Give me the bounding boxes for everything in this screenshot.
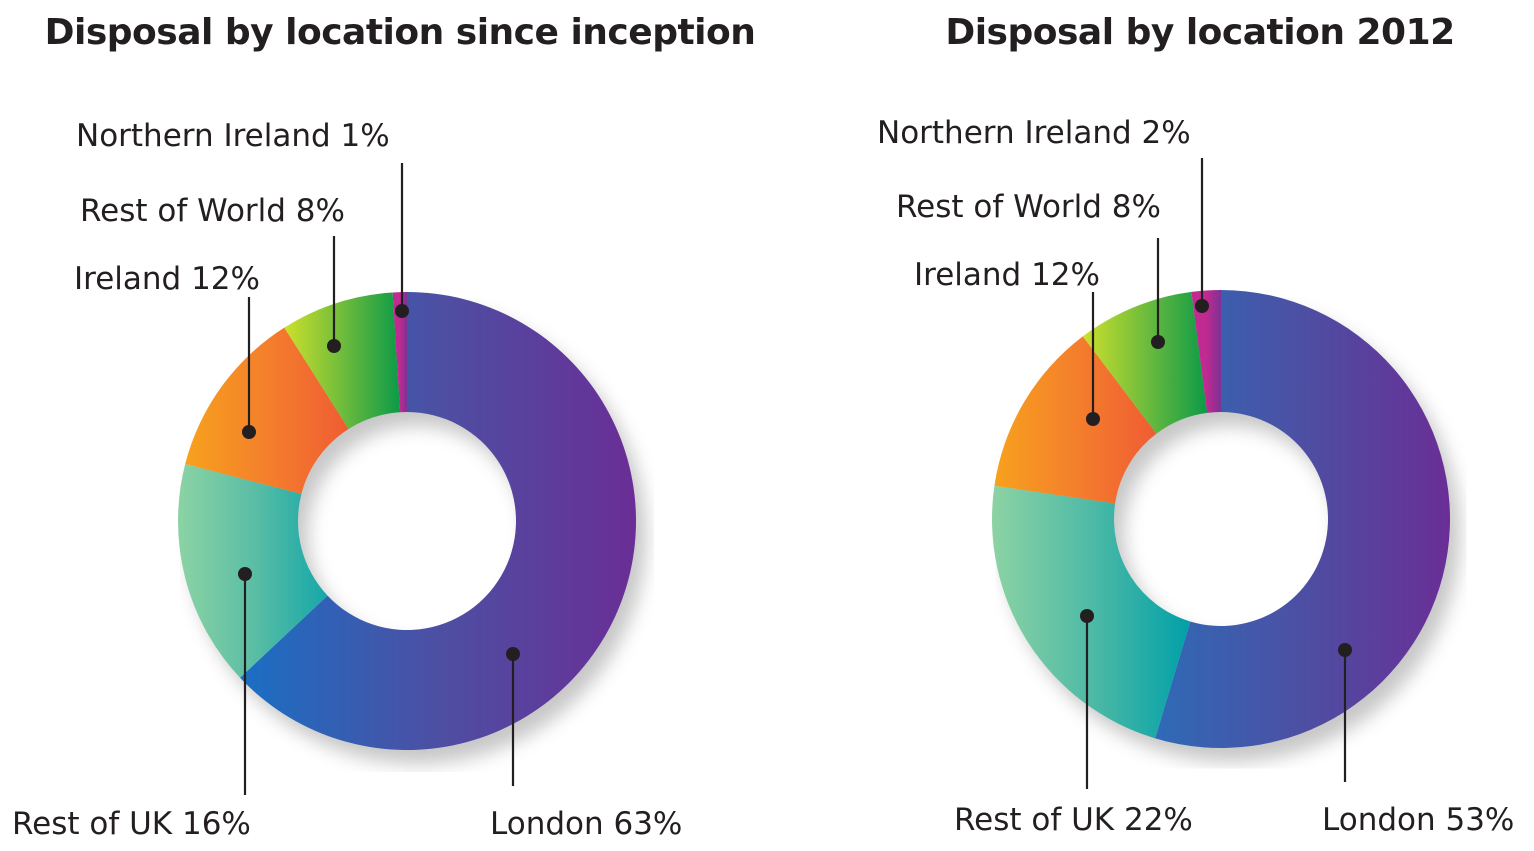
slice-ireland [994, 336, 1157, 504]
slice-rest-of-uk [178, 464, 328, 678]
slice-label-london: London 53% [1322, 802, 1514, 838]
label-dot-ireland [1086, 412, 1100, 426]
label-dot-ireland [242, 425, 256, 439]
slice-northern-ireland [392, 292, 407, 413]
slice-label-northern-ireland: Northern Ireland 2% [877, 115, 1191, 151]
slice-ireland [185, 327, 349, 494]
slice-label-london: London 63% [490, 806, 682, 842]
donut-chart-2012: London 53% Rest of UK 22% Ireland 12% Rest … [877, 115, 1514, 838]
chart-title-2012: Disposal by location 2012 [945, 12, 1455, 53]
slice-rest-of-world [284, 292, 401, 429]
donut-chart-inception: London 63% Rest of UK 16% Ireland 12% Rest … [12, 118, 682, 842]
slice-london [240, 292, 637, 750]
slice-label-ireland: Ireland 12% [74, 261, 260, 297]
slice-label-northern-ireland: Northern Ireland 1% [76, 118, 390, 154]
slice-northern-ireland [1191, 290, 1221, 413]
chart-title-inception: Disposal by location since inception [44, 12, 756, 53]
slice-label-rest-of-uk: Rest of UK 16% [12, 806, 251, 842]
label-dot-northern-ireland [1195, 299, 1209, 313]
slice-label-rest-of-world: Rest of World 8% [896, 189, 1161, 225]
label-dot-london [1338, 643, 1352, 657]
slice-label-rest-of-world: Rest of World 8% [80, 193, 345, 229]
label-dot-northern-ireland [395, 304, 409, 318]
label-dot-rest-of-uk [238, 567, 252, 581]
label-dot-rest-of-world [1151, 335, 1165, 349]
label-dot-rest-of-uk [1080, 609, 1094, 623]
slice-rest-of-world [1082, 291, 1208, 434]
slice-london [1155, 290, 1451, 748]
slice-label-rest-of-uk: Rest of UK 22% [954, 802, 1193, 838]
slice-label-ireland: Ireland 12% [914, 257, 1100, 293]
label-dot-rest-of-world [327, 339, 341, 353]
label-dot-london [506, 647, 520, 661]
